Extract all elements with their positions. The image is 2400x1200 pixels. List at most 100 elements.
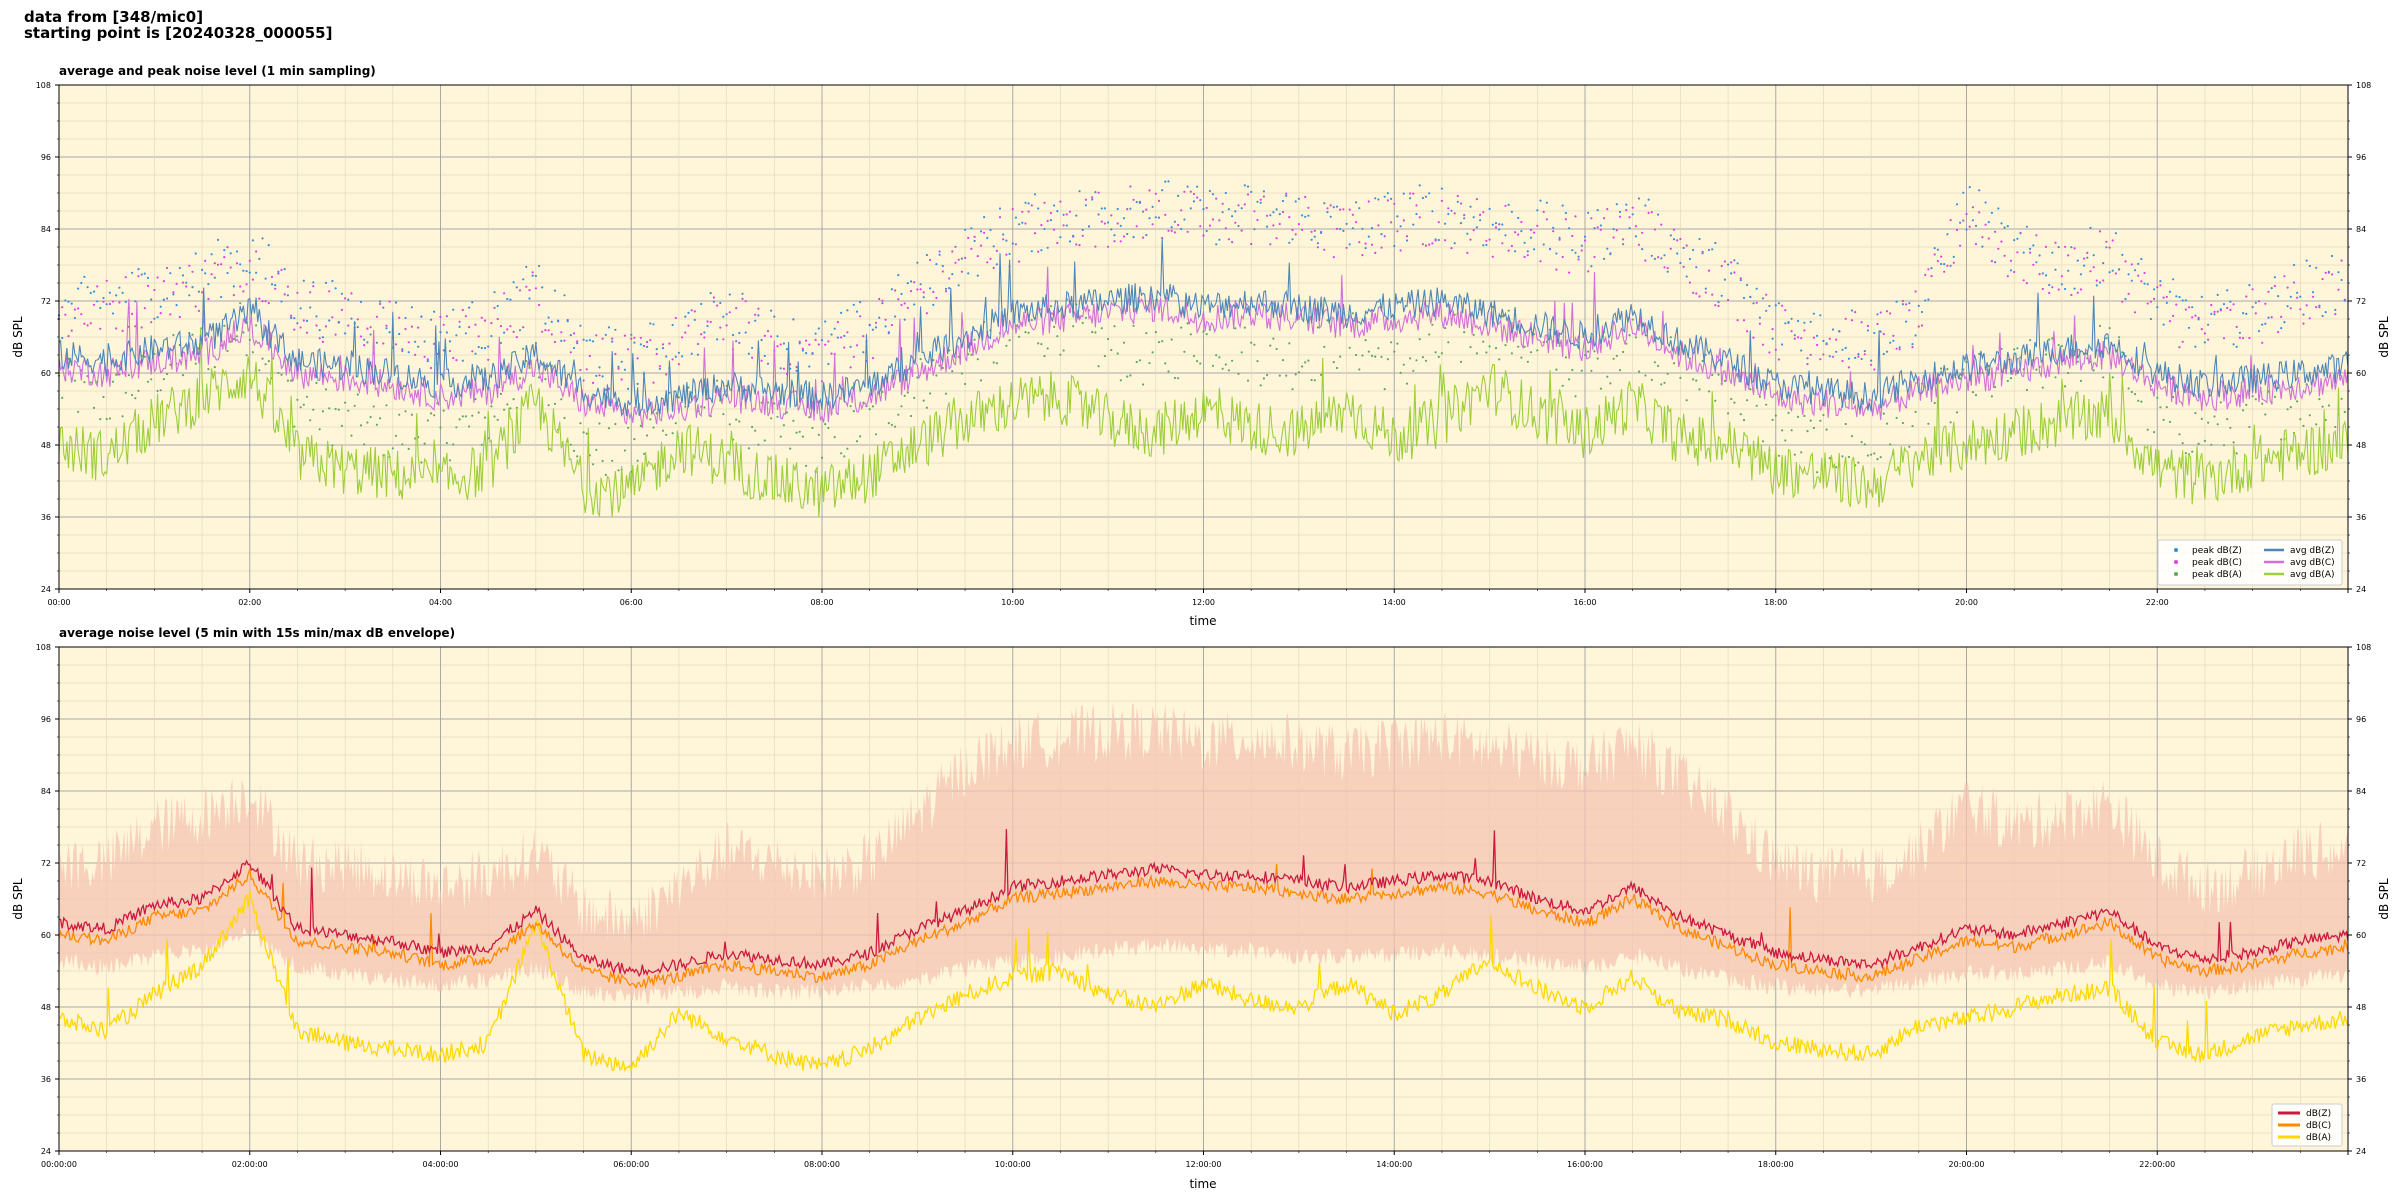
peak-point — [2318, 398, 2321, 401]
peak-point — [1459, 360, 1463, 363]
peak-point — [2105, 246, 2108, 249]
peak-point — [1625, 209, 1628, 212]
peak-point — [1946, 264, 1949, 267]
peak-point — [401, 349, 404, 353]
peak-point — [1027, 331, 1030, 334]
peak-point — [1053, 228, 1056, 231]
peak-point — [515, 336, 518, 339]
peak-point — [1863, 353, 1866, 356]
peak-point — [2032, 263, 2035, 266]
peak-point — [1552, 226, 1555, 229]
peak-point — [636, 357, 639, 360]
peak-point — [1189, 190, 1192, 193]
peak-point — [394, 301, 398, 304]
peak-point — [1132, 324, 1135, 327]
peak-point — [614, 352, 617, 356]
peak-point — [1733, 271, 1736, 274]
peak-point — [592, 463, 595, 466]
peak-point — [1402, 363, 1405, 366]
peak-point — [738, 331, 741, 335]
peak-point — [1335, 366, 1339, 370]
peak-point — [2146, 302, 2149, 305]
peak-point — [1180, 326, 1183, 329]
peak-point — [1787, 411, 1790, 414]
peak-point — [1138, 359, 1141, 362]
peak-point — [1507, 203, 1510, 206]
peak-point — [674, 355, 677, 358]
peak-point — [1873, 452, 1876, 455]
peak-point — [108, 417, 111, 420]
peak-point — [747, 321, 751, 324]
peak-point — [344, 297, 347, 300]
chart1-xtick-label: 22:00 — [2146, 598, 2169, 607]
peak-point — [248, 259, 251, 262]
peak-point — [995, 249, 999, 252]
peak-point — [1523, 345, 1526, 348]
peak-point — [1796, 319, 1800, 323]
peak-point — [1793, 334, 1796, 337]
peak-point — [70, 302, 73, 305]
peak-point — [1803, 321, 1806, 324]
peak-point — [1116, 207, 1119, 211]
peak-point — [814, 332, 817, 335]
peak-point — [890, 323, 894, 327]
peak-point — [77, 410, 80, 413]
header-source: data from [348/mic0] — [24, 8, 204, 26]
peak-point — [1275, 347, 1278, 351]
peak-point — [1955, 228, 1959, 232]
peak-point — [1742, 419, 1746, 422]
peak-point — [2277, 295, 2280, 298]
peak-point — [2133, 393, 2137, 396]
peak-point — [388, 331, 391, 334]
peak-point — [493, 306, 496, 309]
peak-point — [2315, 423, 2318, 426]
peak-point — [1250, 190, 1253, 193]
peak-point — [1307, 214, 1310, 217]
peak-point — [2076, 360, 2079, 363]
chart1-legend-box — [2157, 539, 2343, 586]
peak-point — [137, 275, 140, 278]
chart2-ylabel-right: dB SPL — [2377, 878, 2391, 920]
peak-point — [2133, 311, 2137, 314]
peak-point — [1682, 265, 1685, 268]
peak-point — [99, 418, 102, 421]
peak-point — [2098, 281, 2102, 284]
peak-point — [731, 333, 735, 337]
peak-point — [1409, 197, 1412, 200]
peak-point — [820, 380, 824, 383]
peak-point — [630, 337, 633, 340]
peak-point — [1313, 235, 1316, 238]
peak-point — [1660, 257, 1663, 260]
peak-point — [2334, 425, 2337, 429]
peak-point — [1068, 210, 1072, 213]
peak-point — [366, 341, 369, 344]
peak-point — [1107, 221, 1110, 224]
peak-point — [989, 228, 992, 232]
peak-point — [1192, 192, 1196, 196]
peak-point — [1749, 388, 1752, 391]
series-peak-db-z- — [57, 180, 2346, 390]
peak-point — [884, 325, 887, 328]
peak-point — [2086, 251, 2089, 254]
peak-point — [274, 284, 277, 287]
peak-point — [1072, 234, 1075, 237]
peak-point — [245, 270, 248, 273]
peak-point — [318, 428, 321, 431]
peak-point — [1927, 268, 1930, 271]
peak-point — [1596, 357, 1599, 360]
peak-point — [1202, 234, 1205, 237]
peak-point — [871, 357, 875, 360]
peak-point — [1393, 202, 1396, 205]
peak-point — [2343, 299, 2346, 302]
peak-point — [925, 406, 929, 409]
peak-point — [1520, 356, 1523, 359]
peak-point — [1361, 254, 1364, 257]
peak-point — [207, 368, 210, 371]
peak-point — [356, 393, 359, 396]
peak-point — [859, 315, 862, 318]
peak-point — [350, 434, 353, 437]
peak-point — [1898, 348, 1901, 351]
peak-point — [1113, 234, 1116, 237]
peak-point — [538, 376, 541, 379]
